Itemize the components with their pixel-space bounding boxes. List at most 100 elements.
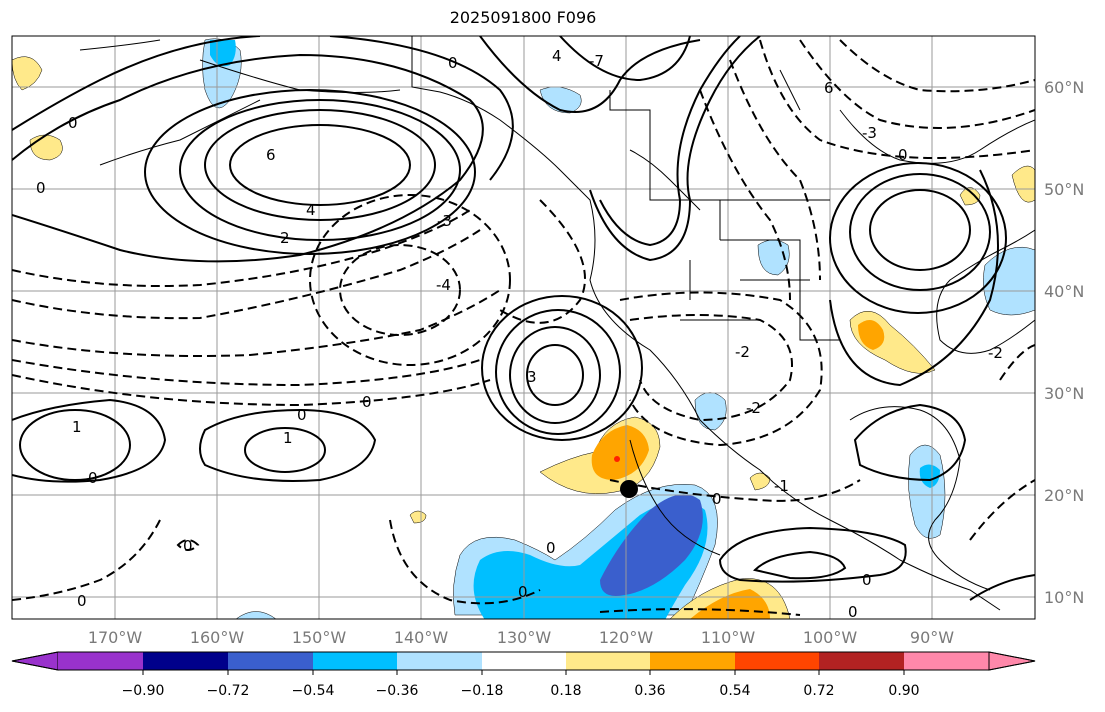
- lat-label: 40°N: [1044, 282, 1084, 301]
- colorbar-bin: [58, 652, 143, 670]
- shade-positive-b: [12, 56, 43, 91]
- contour-label: 4: [552, 47, 562, 65]
- shade-positive-h: [749, 472, 771, 491]
- lon-label: 130°W: [497, 628, 552, 647]
- colorbar-extend-low: [11, 651, 59, 671]
- contour-high-3: [144, 89, 476, 255]
- contour-high-4: [179, 99, 461, 241]
- contour-south-0: [718, 526, 907, 583]
- colorbar-bin: [650, 652, 735, 670]
- contour-label: 0: [848, 603, 858, 621]
- colorbar-tick-label: −0.90: [122, 683, 165, 699]
- contour-label: 0: [546, 539, 556, 557]
- contour-low-3: [526, 344, 584, 406]
- lon-label: 170°W: [88, 628, 143, 647]
- map-title: 2025091800 F096: [449, 8, 597, 27]
- colorbar-tick-label: 0.54: [719, 683, 750, 699]
- colorbar-tick-label: 0.90: [888, 683, 919, 699]
- colorbar-bin: [397, 652, 482, 670]
- contour-label: 0: [297, 406, 307, 424]
- colorbar-bin: [228, 652, 313, 670]
- coastlines: [79, 36, 1035, 611]
- contour-high-5: [204, 109, 436, 221]
- colorbar-ticks: [142, 670, 905, 675]
- contour-label: 0: [77, 592, 87, 610]
- contour-label: -2: [735, 343, 750, 361]
- lat-label: 10°N: [1044, 588, 1084, 607]
- contour-east-high-2: [849, 173, 991, 291]
- lon-label: 100°W: [803, 628, 858, 647]
- contour-high-2: [12, 53, 484, 263]
- latitude-labels: 60°N 50°N 40°N 30°N 20°N 10°N: [1044, 78, 1084, 607]
- contour-label: 0: [448, 54, 458, 72]
- contour-trough-1: [589, 36, 761, 262]
- contour-label: 6: [824, 79, 834, 97]
- contour-label: 0: [68, 114, 78, 132]
- colorbar-tick-label: −0.36: [376, 683, 419, 699]
- map-frame: [11, 35, 1036, 620]
- contour-label: -1: [774, 477, 789, 495]
- contour-east-high-4: [829, 169, 999, 387]
- colorbar-tick-label: −0.54: [292, 683, 335, 699]
- contour-label: 0: [862, 571, 872, 589]
- contour-label: 2: [280, 229, 290, 247]
- lat-label: 20°N: [1044, 486, 1084, 505]
- lon-label: 90°W: [910, 628, 954, 647]
- colorbar: −0.90 −0.72 −0.54 −0.36 −0.18 0.18 0.36 …: [11, 651, 1036, 699]
- graticule: [12, 36, 1035, 619]
- lat-label: 60°N: [1044, 78, 1084, 97]
- shade-positive-f: [1011, 165, 1035, 203]
- shade-positive-e-core: [858, 320, 885, 350]
- lon-label: 110°W: [701, 628, 756, 647]
- lon-label: 150°W: [292, 628, 347, 647]
- red-spot: [614, 456, 620, 462]
- contour-label: -7: [589, 52, 604, 70]
- shade-positive-c-core: [591, 425, 649, 480]
- shade-positive-i: [409, 510, 427, 524]
- contour-low-0: [481, 295, 643, 441]
- contour-se-1: [969, 574, 1035, 601]
- contour-label: 0: [183, 537, 193, 555]
- colorbar-bin: [819, 652, 904, 670]
- contour-label: -2: [746, 399, 761, 417]
- longitude-labels: 170°W 160°W 150°W 140°W 130°W 120°W 110°…: [88, 628, 954, 647]
- contour-gulf-0: [853, 403, 967, 482]
- contour-label: 0: [88, 469, 98, 487]
- colorbar-tick-label: −0.18: [461, 683, 504, 699]
- contour-west-1a: [19, 409, 131, 481]
- colorbar-tick-label: 0.36: [634, 683, 665, 699]
- colorbar-outline: [11, 651, 1036, 671]
- lon-label: 140°W: [394, 628, 449, 647]
- contour-west-1b: [244, 427, 326, 473]
- contour-west-0b: [199, 408, 377, 482]
- colorbar-bin: [482, 652, 566, 670]
- lon-label: 160°W: [190, 628, 245, 647]
- colorbar-bin: [566, 652, 650, 670]
- contour-label: 1: [72, 418, 82, 436]
- lon-label: 120°W: [599, 628, 654, 647]
- contour-east-high-1: [869, 189, 971, 271]
- contour-label: 3: [527, 368, 537, 386]
- contour-high-6: [229, 124, 411, 206]
- lat-label: 50°N: [1044, 180, 1084, 199]
- contour-label: 0: [518, 583, 528, 601]
- contour-label: 0: [712, 490, 722, 508]
- contour-label: -3: [862, 124, 877, 142]
- contour-north-ridge: [479, 36, 701, 113]
- shade-negative-a-core: [210, 40, 236, 67]
- location-marker: [620, 480, 638, 498]
- contour-label: -3: [437, 212, 452, 230]
- contour-labels: 6 4 2 -3 -4 0 0 1 0 1 3 0 -1 0 0 0 0 0 6…: [36, 47, 1003, 621]
- contour-label: 0: [898, 146, 908, 164]
- lat-label: 30°N: [1044, 384, 1084, 403]
- contour-low-2: [509, 326, 601, 424]
- contour-label: -4: [436, 276, 451, 294]
- contour-label: 0: [36, 179, 46, 197]
- colorbar-tick-label: −0.72: [207, 683, 250, 699]
- contour-north-ridge-2: [559, 36, 691, 82]
- colorbar-tick-label: 0.72: [803, 683, 834, 699]
- colorbar-bin: [143, 652, 228, 670]
- contour-label: 0: [362, 393, 372, 411]
- colorbar-bin: [904, 652, 989, 670]
